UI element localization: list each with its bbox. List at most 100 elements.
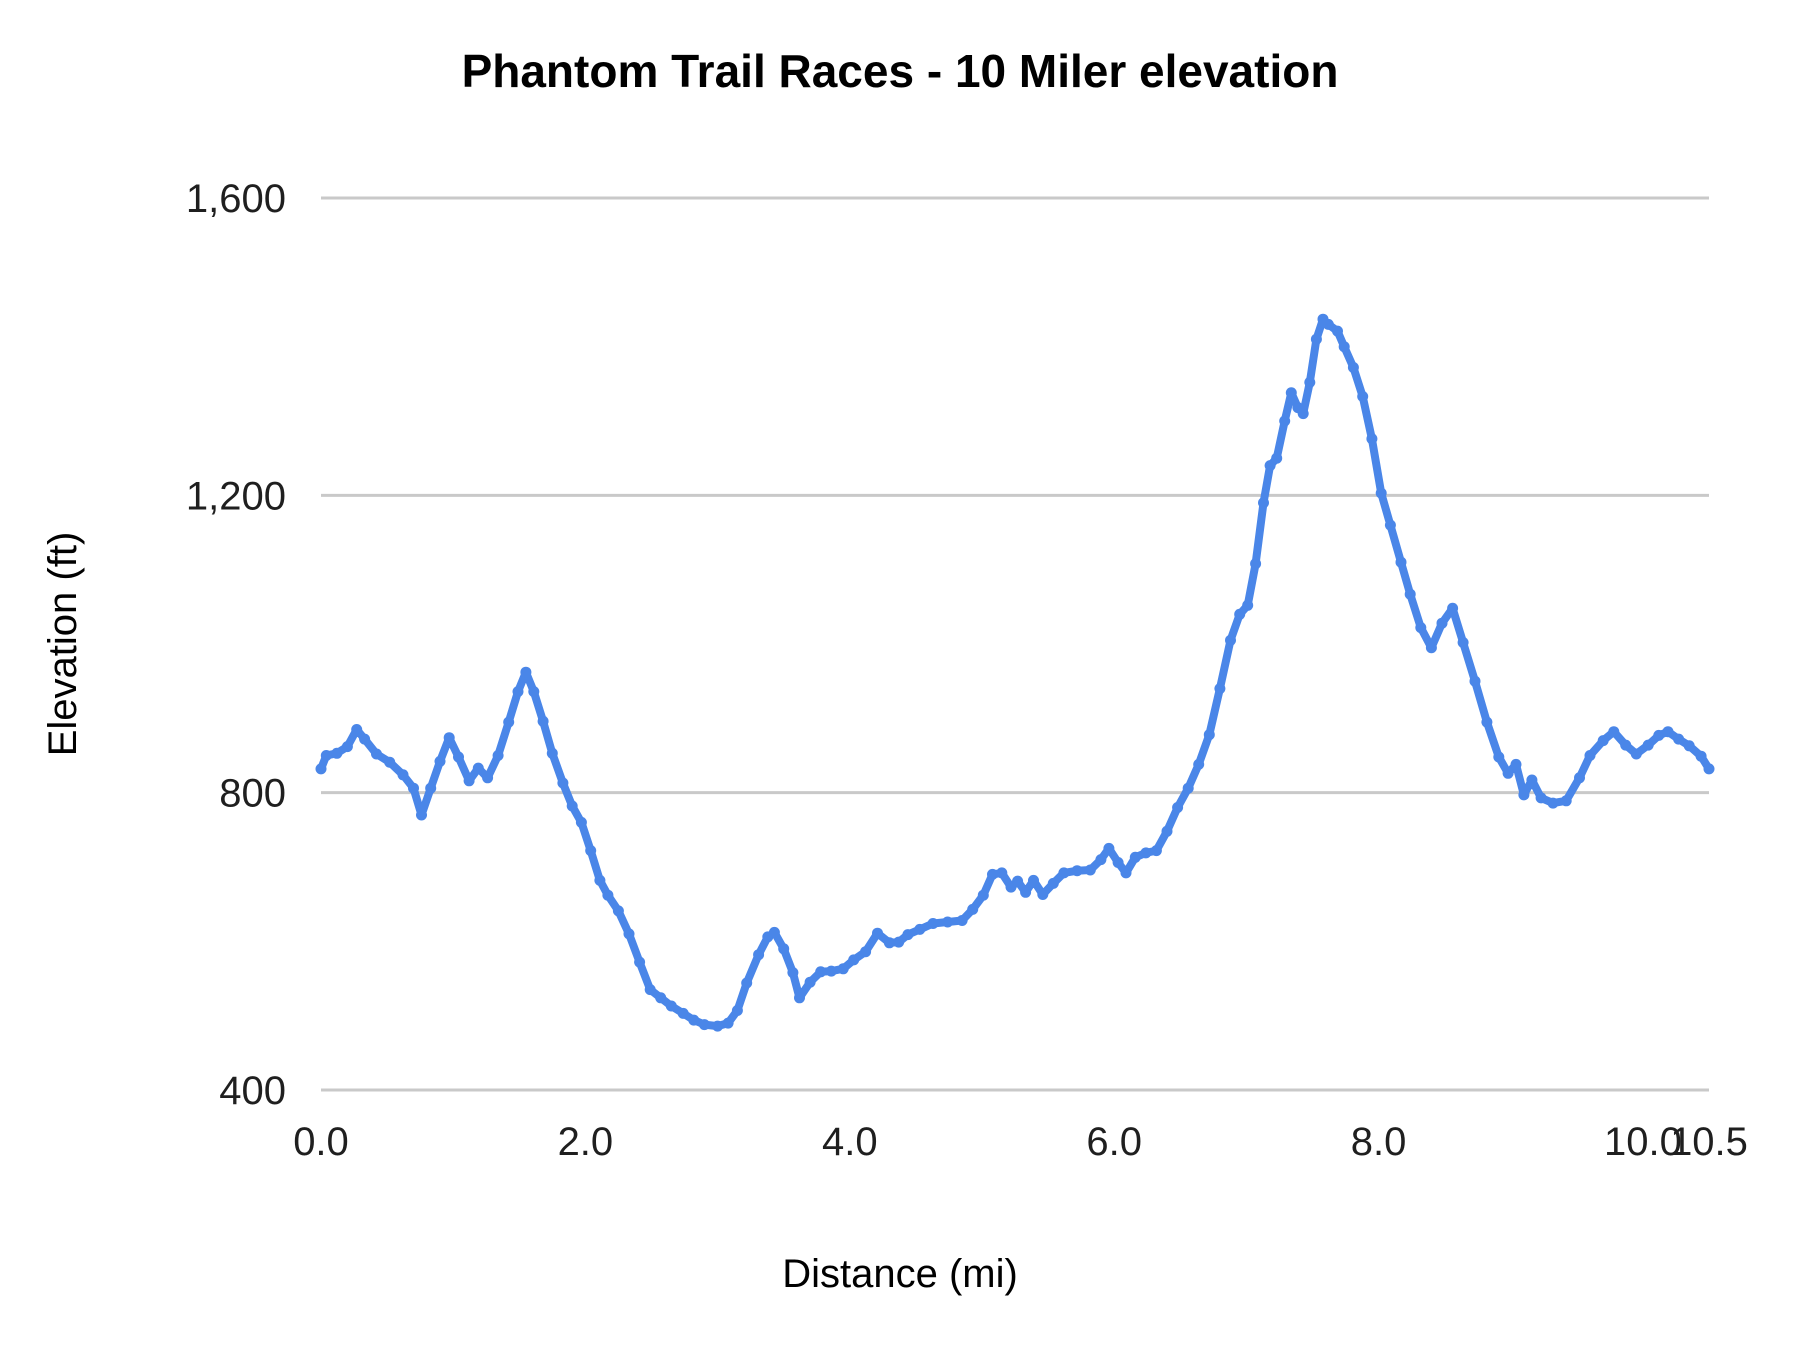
data-point <box>1095 854 1107 866</box>
data-point <box>1703 763 1715 775</box>
data-point <box>634 956 646 968</box>
data-point <box>902 929 914 941</box>
data-point <box>1469 675 1481 687</box>
data-point <box>1258 497 1269 509</box>
data-point <box>1084 864 1096 876</box>
data-point <box>848 954 860 966</box>
data-point <box>655 992 667 1004</box>
data-point <box>698 1019 710 1031</box>
data-point <box>753 949 765 961</box>
data-point <box>1129 851 1141 863</box>
data-point <box>1322 318 1334 330</box>
data-point <box>1404 588 1416 600</box>
data-point <box>1285 387 1297 399</box>
data-point <box>453 751 464 763</box>
data-point <box>967 903 979 915</box>
y-tick-label: 400 <box>219 1069 286 1113</box>
data-point <box>1597 735 1609 747</box>
data-point <box>712 1020 724 1032</box>
data-point <box>1630 748 1642 760</box>
data-point <box>1058 867 1070 879</box>
x-axis-title: Distance (mi) <box>782 1252 1018 1296</box>
data-point <box>472 762 484 774</box>
data-point <box>1375 487 1387 499</box>
data-point <box>741 977 753 989</box>
data-point <box>768 926 780 938</box>
data-point <box>1250 558 1262 570</box>
y-tick-label: 1,600 <box>186 177 286 221</box>
data-point <box>1279 415 1291 427</box>
data-point <box>1584 750 1596 761</box>
data-point <box>977 889 989 901</box>
data-point <box>731 1005 743 1016</box>
data-point <box>1012 875 1024 887</box>
data-point <box>942 916 954 928</box>
data-point <box>825 965 837 977</box>
data-point <box>1203 729 1215 741</box>
data-point <box>1560 795 1572 807</box>
data-point <box>1526 774 1538 786</box>
data-point <box>1338 341 1350 353</box>
data-point <box>1140 847 1152 859</box>
data-point <box>546 747 558 759</box>
data-point <box>566 800 578 812</box>
data-point <box>1214 683 1226 695</box>
data-point <box>1271 452 1283 464</box>
data-point <box>416 809 427 821</box>
data-point <box>1447 602 1459 614</box>
y-tick-label: 800 <box>219 772 286 816</box>
data-point <box>1608 726 1620 738</box>
data-point <box>872 927 883 939</box>
y-axis-title: Elevation (ft) <box>41 531 85 757</box>
x-tick-label: 10.0 <box>1604 1120 1682 1164</box>
data-point <box>425 782 437 794</box>
data-point <box>1161 825 1173 837</box>
data-point <box>1574 772 1585 784</box>
data-point <box>1481 716 1493 728</box>
data-point <box>1415 622 1427 634</box>
data-point <box>434 755 446 767</box>
data-point <box>1695 750 1707 762</box>
data-point <box>987 868 998 880</box>
data-point <box>492 750 504 761</box>
data-point <box>320 750 332 761</box>
data-point <box>1182 782 1194 794</box>
data-point <box>602 889 614 901</box>
data-point <box>644 984 656 996</box>
data-point <box>315 763 327 775</box>
data-point <box>1150 845 1162 857</box>
data-point <box>1518 789 1530 801</box>
x-tick-label: 2.0 <box>558 1120 614 1164</box>
data-point <box>1047 877 1059 889</box>
data-point <box>594 874 606 886</box>
data-point <box>371 748 382 760</box>
data-point <box>1332 325 1343 337</box>
data-point <box>1357 391 1369 402</box>
data-point <box>520 666 532 678</box>
data-point <box>557 777 569 789</box>
data-point <box>722 1017 734 1029</box>
data-point <box>1395 556 1407 568</box>
data-point <box>677 1007 689 1019</box>
data-point <box>1120 867 1132 879</box>
data-point <box>463 775 475 787</box>
data-point <box>778 943 790 955</box>
chart-title: Phantom Trail Races - 10 Miler elevation <box>461 45 1339 97</box>
x-tick-label: 8.0 <box>1351 1120 1407 1164</box>
data-point <box>341 741 353 753</box>
data-point <box>1028 874 1039 886</box>
elevation-series-line <box>317 315 1713 1031</box>
data-point <box>996 867 1008 879</box>
data-point <box>1037 889 1049 900</box>
data-point <box>1112 857 1124 868</box>
data-point <box>688 1014 700 1026</box>
data-point <box>883 937 895 949</box>
data-point <box>503 716 515 728</box>
data-point <box>1673 733 1685 745</box>
data-point <box>1642 739 1654 751</box>
data-point <box>482 772 494 784</box>
data-point <box>397 769 409 781</box>
data-point <box>1366 433 1378 445</box>
data-point <box>1620 739 1632 751</box>
